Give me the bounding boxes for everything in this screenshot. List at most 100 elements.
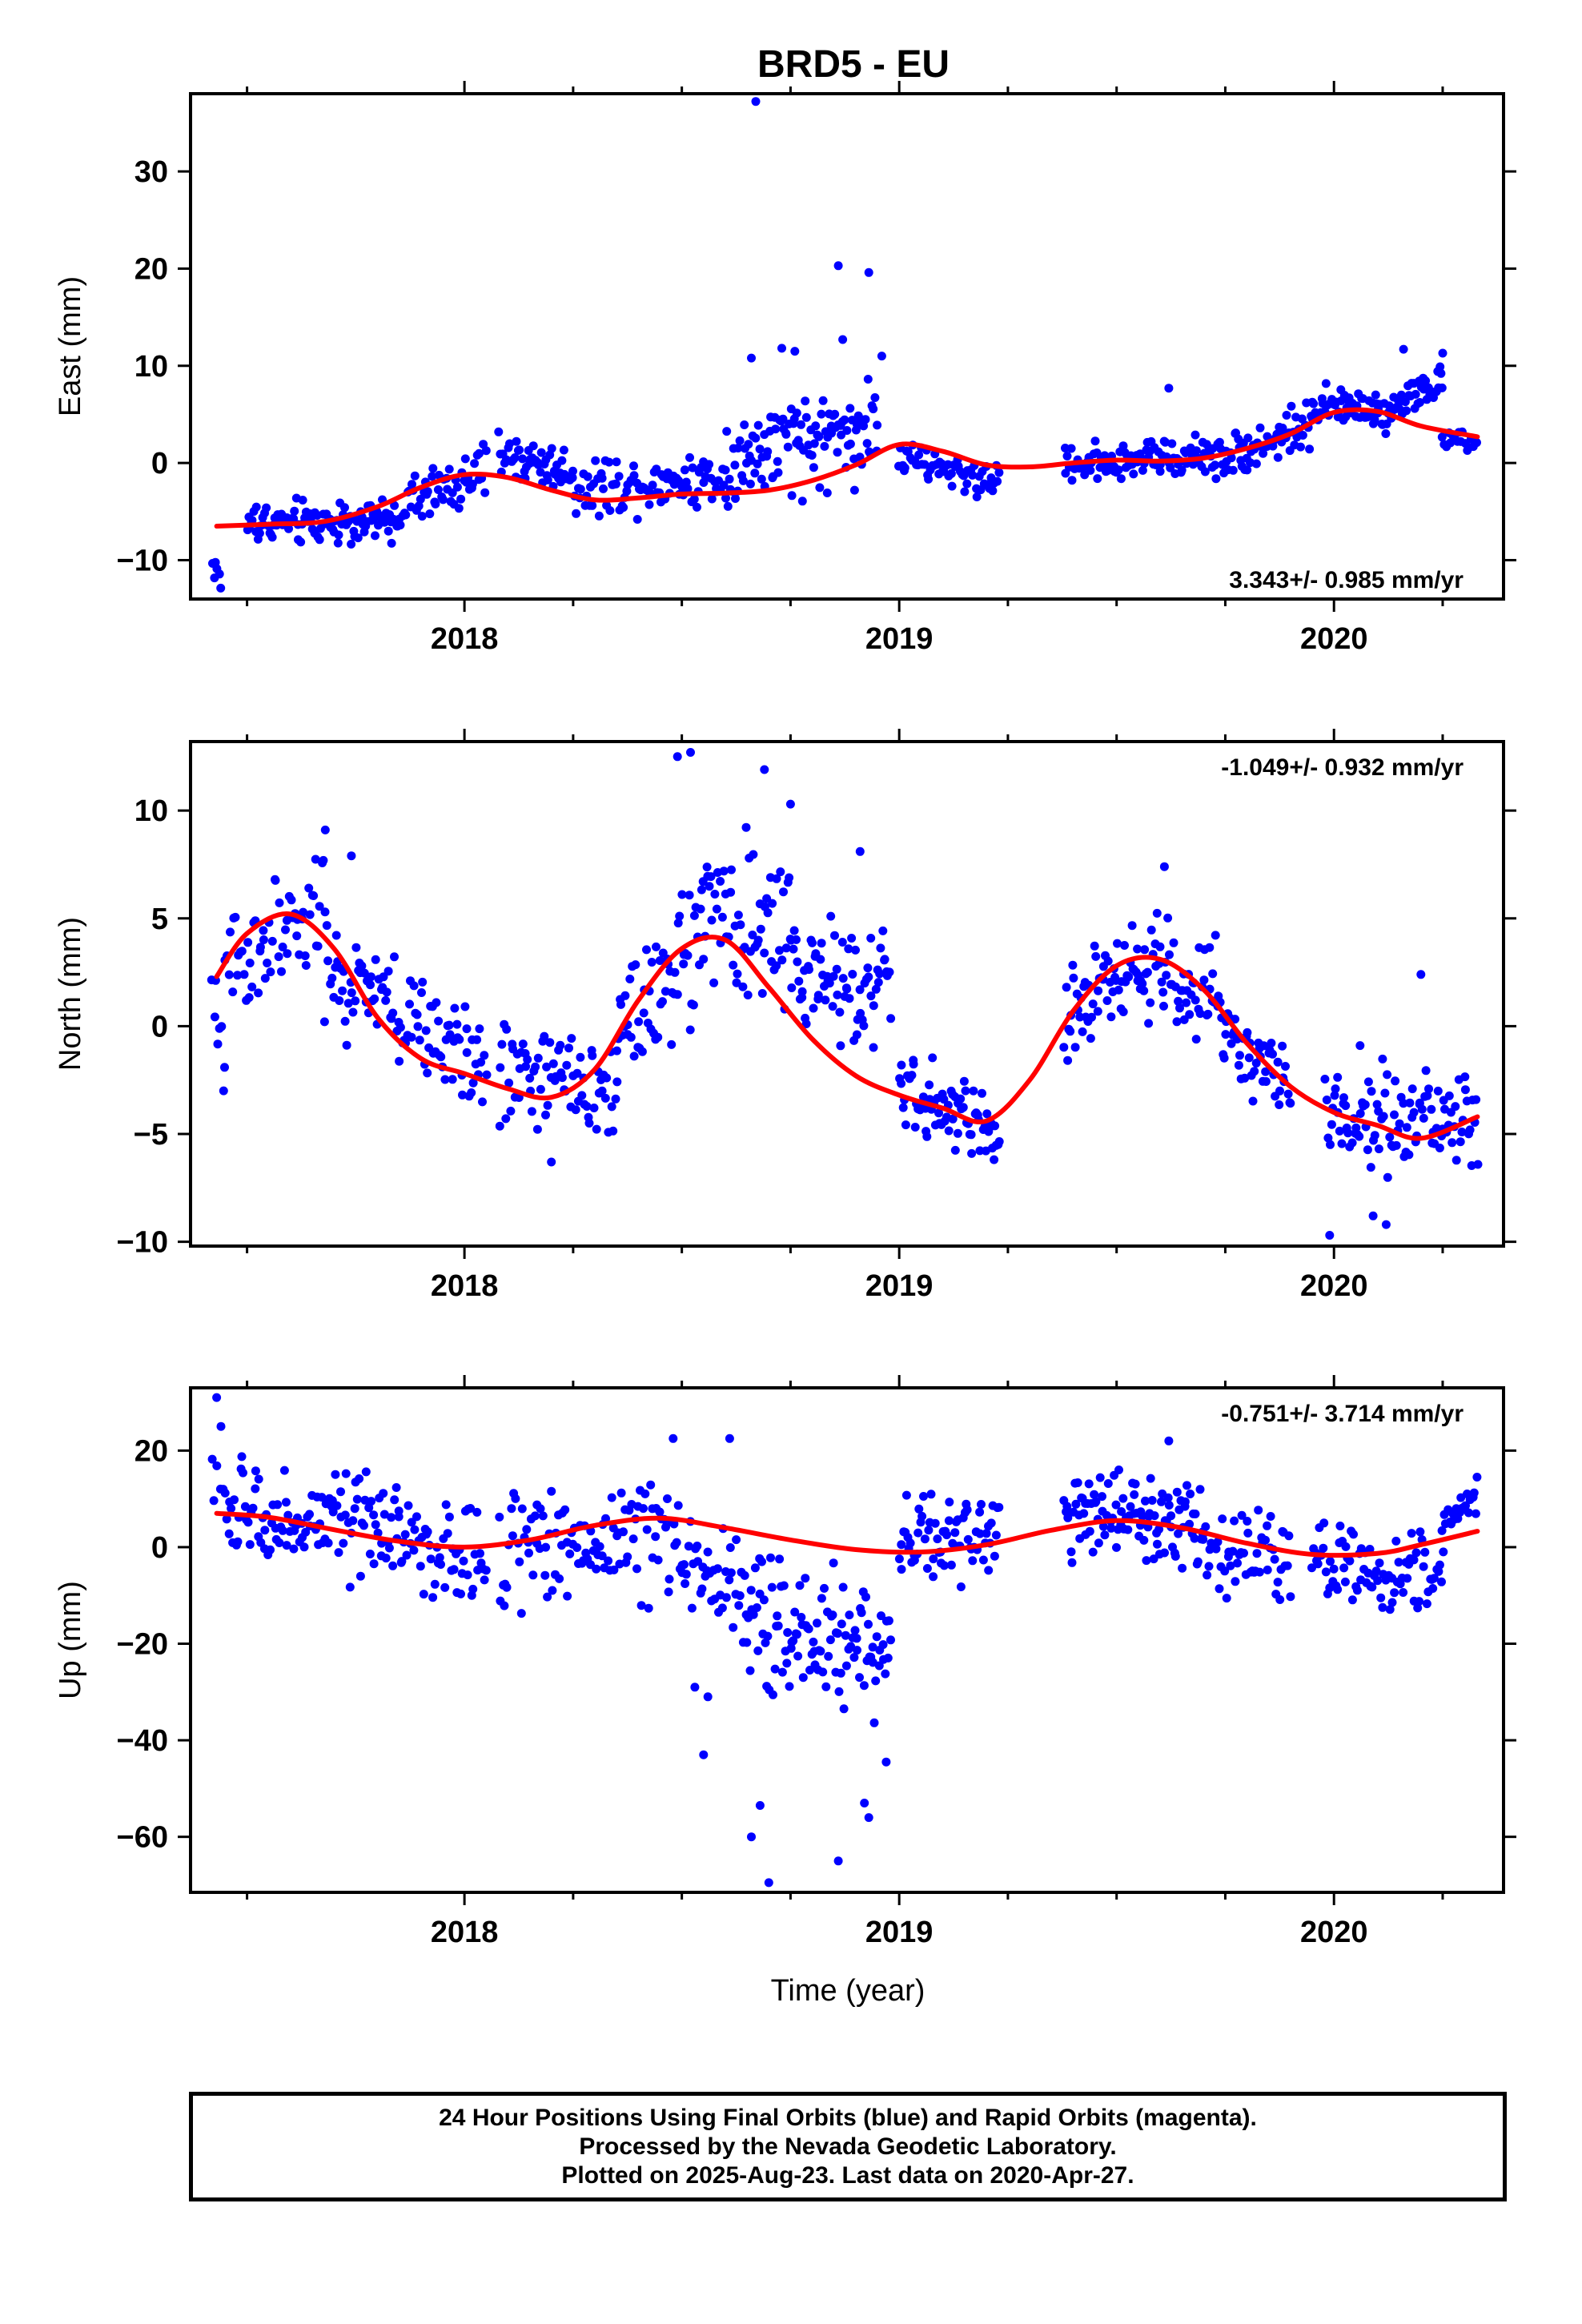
up-x-tick-label: 2019 <box>865 1916 934 1949</box>
north-data-point <box>1159 862 1169 871</box>
up-data-point <box>339 1538 348 1548</box>
up-data-point <box>1243 1528 1253 1538</box>
north-data-point <box>532 1124 542 1134</box>
east-data-point <box>1435 362 1445 372</box>
north-data-point <box>220 1063 229 1072</box>
north-data-point <box>347 988 356 998</box>
up-data-point <box>1419 1562 1428 1571</box>
north-data-point <box>247 982 257 991</box>
east-data-point <box>840 415 849 424</box>
north-data-point <box>727 865 736 875</box>
north-data-point <box>1191 995 1200 1005</box>
north-data-point <box>592 1124 601 1134</box>
up-data-point <box>416 1562 425 1571</box>
up-data-point <box>1218 1514 1227 1524</box>
up-data-point <box>463 1570 472 1580</box>
east-data-point <box>536 468 545 477</box>
east-data-point <box>510 453 520 462</box>
north-data-point <box>760 948 769 958</box>
east-data-point <box>833 448 842 457</box>
up-data-point <box>331 1470 340 1479</box>
up-data-point <box>874 1661 884 1671</box>
up-data-point <box>1123 1525 1133 1534</box>
up-data-point <box>352 1494 362 1504</box>
up-data-point <box>233 1537 243 1546</box>
up-data-point <box>699 1750 709 1759</box>
north-data-point <box>797 987 807 996</box>
up-data-point <box>942 1530 951 1540</box>
north-data-point <box>873 978 883 987</box>
north-data-point <box>543 1100 552 1110</box>
north-data-point <box>934 1108 943 1118</box>
north-data-point <box>1152 908 1162 918</box>
up-data-point <box>1367 1582 1377 1592</box>
north-data-point <box>832 964 841 974</box>
up-data-point <box>1172 1487 1182 1497</box>
up-data-point <box>361 1467 371 1477</box>
north-data-point <box>658 997 667 1007</box>
east-data-point <box>1066 444 1076 453</box>
east-data-point <box>1067 476 1077 485</box>
east-data-point <box>1296 442 1305 452</box>
north-data-point <box>639 1008 648 1018</box>
up-data-point <box>930 1518 940 1528</box>
north-data-point <box>1088 999 1098 1009</box>
up-data-point <box>820 1583 829 1593</box>
north-data-point <box>844 944 853 954</box>
north-data-point <box>689 911 699 920</box>
east-data-point <box>387 538 396 548</box>
north-data-point <box>351 996 360 1006</box>
north-data-point <box>1390 1110 1399 1120</box>
up-data-point <box>251 1484 260 1494</box>
up-data-point <box>243 1518 253 1527</box>
north-data-point <box>1251 1059 1261 1068</box>
up-data-point <box>500 1601 509 1610</box>
up-data-point <box>913 1528 923 1538</box>
north-data-point <box>556 1040 565 1050</box>
east-data-point <box>755 444 765 454</box>
north-data-point <box>418 977 428 987</box>
north-data-point <box>567 1034 576 1043</box>
north-data-point <box>871 984 881 994</box>
north-fit-curve <box>214 911 1480 1141</box>
north-data-point <box>642 945 651 955</box>
up-data-point <box>409 1546 419 1555</box>
north-data-point <box>885 967 894 977</box>
up-data-point <box>672 1538 681 1547</box>
north-data-point <box>231 912 240 922</box>
north-data-point <box>1456 1137 1465 1147</box>
north-data-point <box>717 912 727 922</box>
up-data-point <box>850 1626 860 1635</box>
north-data-point <box>412 1010 422 1019</box>
north-data-point <box>226 927 235 937</box>
north-data-point <box>518 1039 528 1049</box>
north-data-point <box>1417 1104 1427 1114</box>
up-data-point <box>770 1664 780 1674</box>
north-data-point <box>1378 1054 1387 1063</box>
east-frame <box>189 92 1505 601</box>
north-data-point <box>217 1022 227 1031</box>
east-data-point <box>371 531 379 541</box>
east-x-tick-label: 2018 <box>431 622 499 656</box>
up-data-point <box>773 1611 782 1621</box>
north-data-point <box>1211 931 1220 940</box>
north-data-point <box>1383 1172 1392 1182</box>
north-data-point <box>478 1097 487 1107</box>
north-data-point <box>670 967 680 977</box>
north-data-point <box>1174 996 1183 1006</box>
north-data-point <box>897 1079 906 1088</box>
up-frame <box>189 1386 1505 1894</box>
east-x-tick-label: 2019 <box>865 622 934 656</box>
up-data-point <box>1263 1565 1272 1574</box>
up-data-point <box>926 1490 936 1499</box>
north-data-point <box>876 943 885 953</box>
up-data-point <box>407 1518 416 1527</box>
up-data-point <box>373 1528 383 1538</box>
up-data-point <box>1114 1466 1123 1474</box>
north-data-point <box>631 960 640 970</box>
east-data-point <box>731 494 740 503</box>
up-data-point <box>734 1601 744 1610</box>
east-data-point <box>1436 368 1446 378</box>
up-data-point <box>917 1511 927 1521</box>
up-data-point <box>334 1548 343 1558</box>
